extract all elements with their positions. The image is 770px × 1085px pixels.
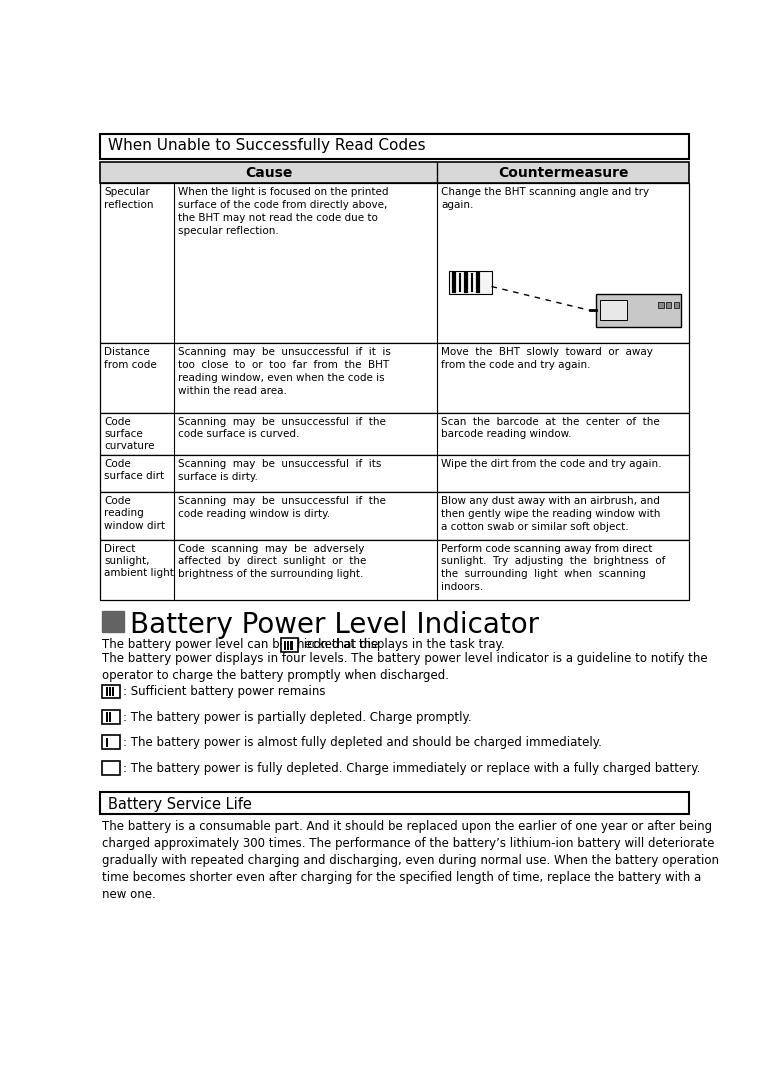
Text: Code
reading
window dirt: Code reading window dirt [104, 496, 165, 531]
Text: Code  scanning  may  be  adversely
affected  by  direct  sunlight  or  the
brigh: Code scanning may be adversely affected … [178, 544, 366, 579]
Bar [449, 271, 491, 294]
Text: When Unable to Successfully Read Codes: When Unable to Successfully Read Codes [108, 138, 426, 153]
Text: Wipe the dirt from the code and try again.: Wipe the dirt from the code and try agai… [441, 459, 661, 469]
Bar [112, 687, 114, 697]
Bar [102, 736, 119, 750]
Text: Cause: Cause [245, 166, 293, 180]
Text: The battery power displays in four levels. The battery power level indicator is : The battery power displays in four level… [102, 652, 708, 681]
Bar [112, 713, 114, 722]
Text: : The battery power is partially depleted. Charge promptly.: : The battery power is partially deplete… [123, 711, 472, 724]
Bar [658, 302, 664, 308]
Bar [100, 540, 689, 600]
Bar [100, 183, 689, 344]
Bar [102, 710, 119, 724]
Bar [102, 611, 124, 633]
Bar [290, 641, 293, 650]
Bar [281, 638, 298, 652]
Text: : The battery power is fully depleted. Charge immediately or replace with a full: : The battery power is fully depleted. C… [123, 762, 701, 775]
Text: Battery Service Life: Battery Service Life [108, 797, 252, 812]
Bar [105, 738, 108, 746]
Text: Blow any dust away with an airbrush, and
then gently wipe the reading window wit: Blow any dust away with an airbrush, and… [441, 496, 661, 532]
Bar [674, 302, 679, 308]
Text: Change the BHT scanning angle and try
again.: Change the BHT scanning angle and try ag… [441, 188, 649, 210]
Text: Code
surface dirt: Code surface dirt [104, 459, 164, 482]
Bar [287, 641, 290, 650]
Bar [100, 135, 689, 159]
Bar [112, 763, 114, 773]
Text: : The battery power is almost fully depleted and should be charged immediately.: : The battery power is almost fully depl… [123, 737, 602, 749]
Bar [100, 162, 689, 183]
Text: Distance
from code: Distance from code [104, 347, 157, 370]
Bar [102, 761, 119, 775]
Text: Scanning  may  be  unsuccessful  if  the
code surface is curved.: Scanning may be unsuccessful if the code… [178, 417, 386, 439]
Bar [112, 738, 114, 746]
Text: Countermeasure: Countermeasure [498, 166, 628, 180]
Bar [105, 763, 108, 773]
Bar [100, 493, 689, 540]
Text: : Sufficient battery power remains: : Sufficient battery power remains [123, 686, 326, 699]
Text: Specular
reflection: Specular reflection [104, 188, 153, 209]
Bar [102, 685, 119, 699]
Text: When the light is focused on the printed
surface of the code from directly above: When the light is focused on the printed… [178, 188, 388, 235]
Text: The battery is a consumable part. And it should be replaced upon the earlier of : The battery is a consumable part. And it… [102, 820, 719, 902]
Bar [105, 713, 108, 722]
Text: Scanning  may  be  unsuccessful  if  the
code reading window is dirty.: Scanning may be unsuccessful if the code… [178, 496, 386, 519]
Text: Perform code scanning away from direct
sunlight.  Try  adjusting  the  brightnes: Perform code scanning away from direct s… [441, 544, 665, 592]
Text: Battery Power Level Indicator: Battery Power Level Indicator [129, 612, 539, 639]
Bar [100, 792, 689, 814]
Bar [100, 344, 689, 412]
Bar [600, 301, 627, 320]
Bar [109, 713, 111, 722]
Bar [666, 302, 671, 308]
Bar [105, 687, 108, 697]
Text: Scanning  may  be  unsuccessful  if  it  is
too  close  to  or  too  far  from  : Scanning may be unsuccessful if it is to… [178, 347, 390, 396]
Bar [109, 738, 111, 746]
Text: Move  the  BHT  slowly  toward  or  away
from the code and try again.: Move the BHT slowly toward or away from … [441, 347, 653, 370]
Bar [109, 763, 111, 773]
Bar [100, 455, 689, 493]
Text: Scan  the  barcode  at  the  center  of  the
barcode reading window.: Scan the barcode at the center of the ba… [441, 417, 660, 439]
Bar [284, 641, 286, 650]
Bar [109, 687, 111, 697]
Text: Direct
sunlight,
ambient light: Direct sunlight, ambient light [104, 544, 174, 578]
Text: Scanning  may  be  unsuccessful  if  its
surface is dirty.: Scanning may be unsuccessful if its surf… [178, 459, 381, 482]
Text: The battery power level can be checked at the: The battery power level can be checked a… [102, 638, 379, 651]
Text: Code
surface
curvature: Code surface curvature [104, 417, 155, 451]
Bar [100, 412, 689, 455]
Bar [596, 294, 681, 327]
Text: icon that displays in the task tray.: icon that displays in the task tray. [300, 638, 505, 651]
